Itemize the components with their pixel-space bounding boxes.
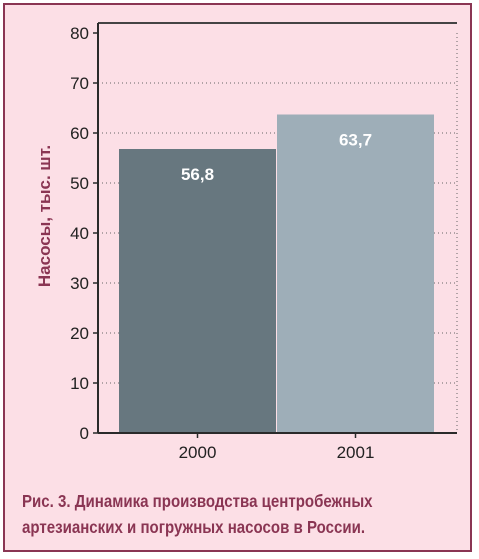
tick-labels: 0 10 20 30 40 50 60 70 80 56,8 2000 63,7 2001 [70,24,374,462]
bars [119,114,434,433]
y-tick-label: 70 [70,74,89,93]
bar-data-label: 56,8 [181,165,214,184]
axes [93,22,457,438]
x-tick-label: 2000 [179,443,217,462]
bar [277,114,434,433]
y-tick-label: 50 [70,174,89,193]
y-tick-label: 20 [70,324,89,343]
figure-caption: Рис. 3. Динамика производства центробежн… [22,488,400,540]
y-tick-label: 10 [70,374,89,393]
y-tick-label: 60 [70,124,89,143]
bar-data-label: 63,7 [339,131,372,150]
y-tick-label: 30 [70,274,89,293]
caption-line-1: Рис. 3. Динамика производства центробежн… [22,491,373,511]
y-tick-label: 40 [70,224,89,243]
grid-lines [98,33,458,433]
y-tick-label: 0 [80,424,89,443]
x-tick-label: 2001 [337,443,375,462]
y-tick-label: 80 [70,24,89,43]
bar-chart: 0 10 20 30 40 50 60 70 80 56,8 2000 63,7 2001 Насосы… [35,22,458,462]
y-axis-label: Насосы, тыс. шт. [35,145,54,287]
bar [119,149,276,433]
caption-line-2: артезианских и погружных насосов в Росси… [22,517,366,537]
